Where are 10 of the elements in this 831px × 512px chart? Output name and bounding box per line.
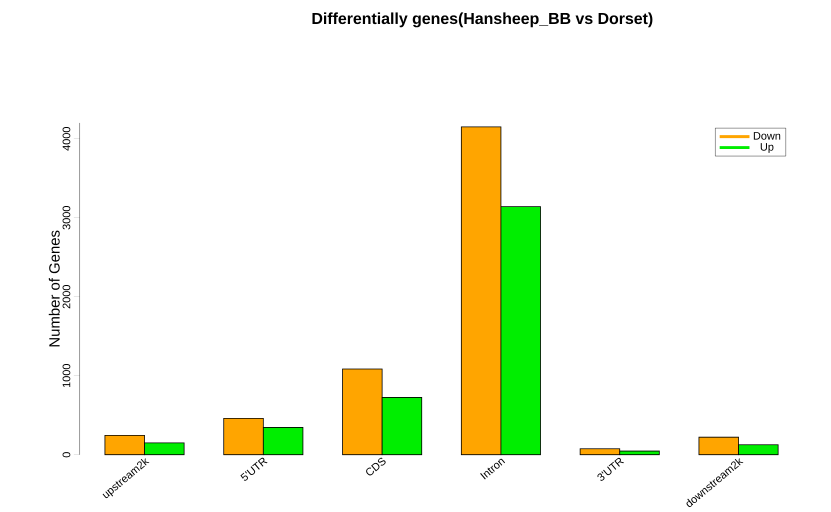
chart-title: Differentially genes(Hansheep_BB vs Dorset) [312,12,652,28]
y-tick-label: 1000 [62,364,70,388]
legend-label: Down [754,132,780,140]
y-axis-title: Number of Genes [48,230,60,347]
legend-label: Up [760,143,774,154]
y-tick-label: 4000 [62,127,70,151]
x-tick-label: CDS [366,458,386,476]
y-tick-label: 0 [62,452,70,458]
y-tick-label: 2000 [62,285,70,309]
y-tick-label: 3000 [62,206,70,230]
